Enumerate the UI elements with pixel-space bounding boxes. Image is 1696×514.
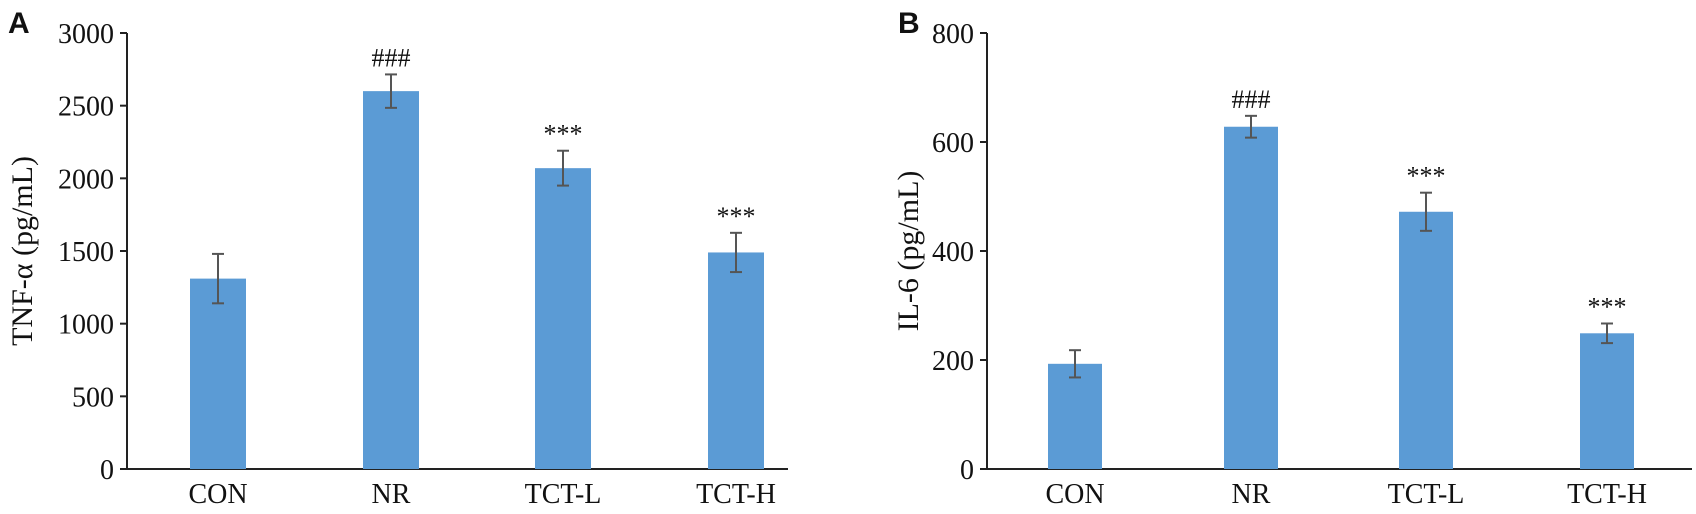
significance-marker: ### (372, 43, 411, 72)
x-category-label: TCT-H (1567, 479, 1647, 510)
x-category-label: CON (188, 479, 247, 510)
y-tick-label: 1000 (58, 310, 114, 341)
y-tick-label: 2500 (58, 92, 114, 123)
panel-letter: B (898, 7, 920, 40)
x-category-label: TCT-L (1388, 479, 1465, 510)
y-axis-label: TNF-α (pg/mL) (6, 156, 39, 346)
bar-tct-l (535, 168, 591, 469)
panel-b: B IL-6 (pg/mL) 0 200 400 600 800 CON ### NR *** TCT… (892, 7, 1692, 510)
bar-nr (363, 91, 419, 469)
significance-marker: *** (1407, 162, 1446, 191)
bar-con (1048, 363, 1102, 469)
x-category-label: TCT-H (696, 479, 776, 510)
y-tick-label: 500 (72, 382, 114, 413)
y-axis-label: IL-6 (pg/mL) (892, 171, 925, 332)
y-tick-label: 400 (932, 237, 974, 268)
y-tick-label: 200 (932, 346, 974, 377)
significance-marker: *** (1588, 292, 1627, 321)
bar-tct-h (1580, 333, 1634, 469)
y-tick-label: 3000 (58, 19, 114, 50)
x-category-label: NR (1232, 479, 1271, 510)
panel-a: A TNF-α (pg/mL) 0 500 1000 1500 2000 2500 3000 CO… (6, 7, 788, 510)
bar-tct-h (708, 252, 764, 469)
significance-marker: ### (1232, 85, 1271, 114)
panel-letter: A (8, 7, 30, 40)
x-category-label: CON (1045, 479, 1104, 510)
bar-nr (1224, 126, 1278, 470)
y-tick-label: 0 (100, 455, 114, 486)
significance-marker: *** (717, 202, 756, 231)
y-tick-label: 1500 (58, 237, 114, 268)
y-tick-label: 800 (932, 19, 974, 50)
x-category-label: NR (372, 479, 411, 510)
x-category-label: TCT-L (525, 479, 602, 510)
bar-con (190, 278, 246, 469)
y-tick-label: 600 (932, 128, 974, 159)
y-tick-label: 2000 (58, 164, 114, 195)
y-tick-label: 0 (960, 455, 974, 486)
significance-marker: *** (544, 120, 583, 149)
bar-tct-l (1399, 211, 1453, 469)
